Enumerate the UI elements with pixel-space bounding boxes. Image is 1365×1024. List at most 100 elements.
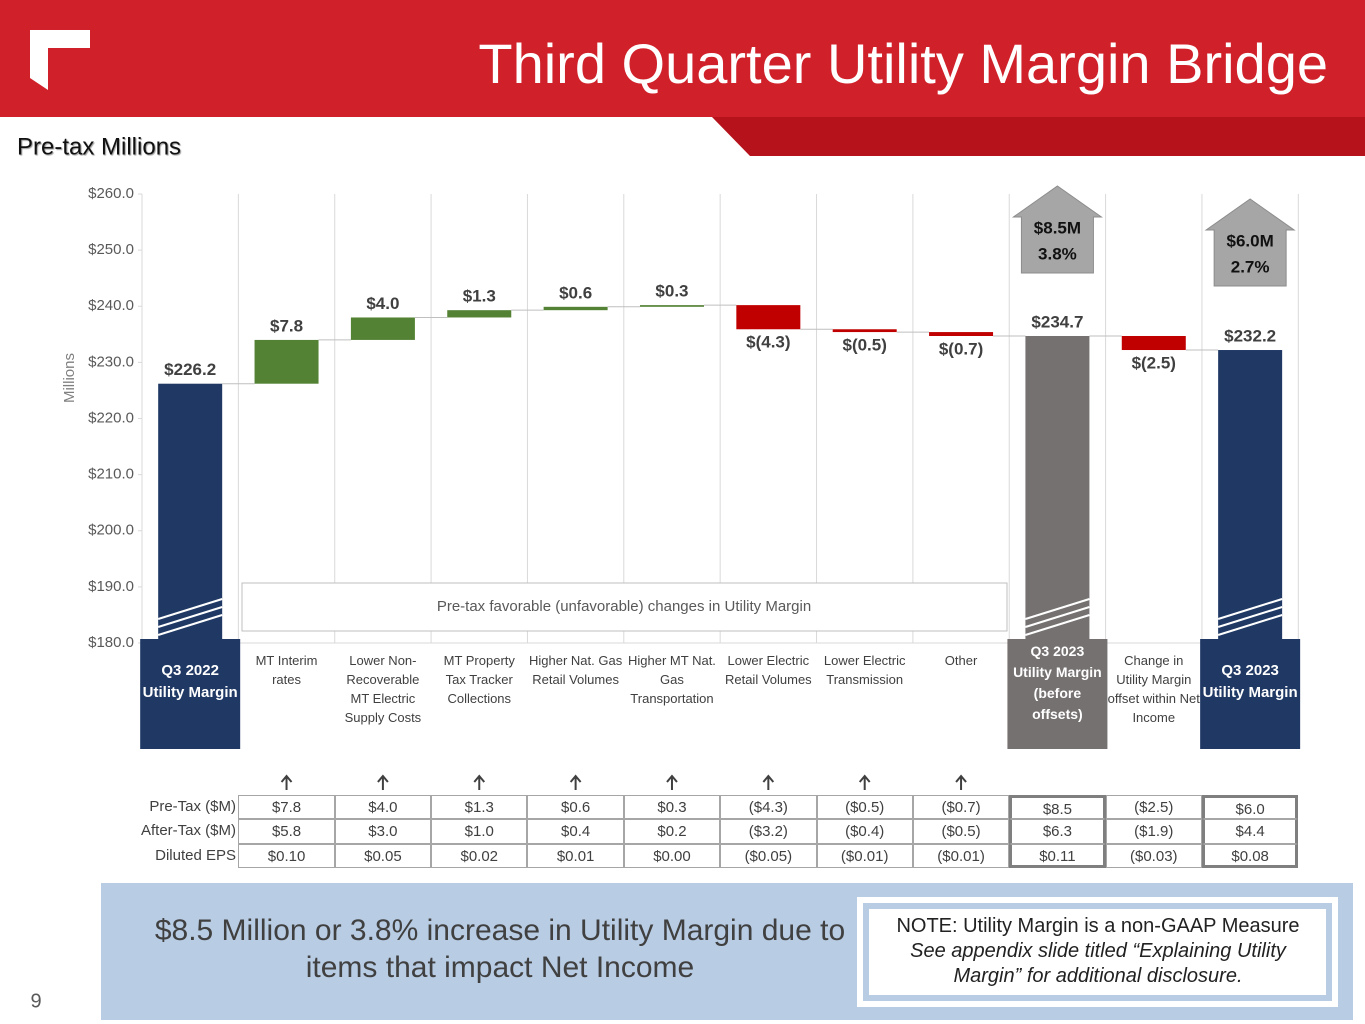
data-label: $(4.3) — [746, 333, 790, 352]
up-arrow — [377, 774, 389, 790]
slide-title: Third Quarter Utility Margin Bridge — [478, 32, 1328, 95]
table-cell: $1.3 — [431, 795, 528, 820]
table-cell: ($1.9) — [1105, 819, 1202, 844]
note: NOTE: Utility Margin is a non-GAAP Measu… — [870, 914, 1326, 989]
up-arrow — [569, 774, 582, 790]
table-cell: ($0.01) — [816, 843, 913, 868]
table-cell: $0.01 — [527, 843, 624, 868]
bar — [543, 306, 608, 311]
table-cell: $6.3 — [1009, 819, 1106, 844]
data-label: $232.2 — [1224, 327, 1276, 346]
table-cell: $0.05 — [334, 843, 432, 868]
logo — [30, 30, 90, 90]
bar — [929, 332, 994, 336]
category-box — [1007, 639, 1108, 749]
data-label: $226.2 — [164, 360, 216, 379]
bar — [639, 305, 704, 307]
x-tick-label: MT Property Tax Tracker Collections — [443, 653, 515, 706]
header-stripe — [712, 117, 1365, 156]
up-arrow — [858, 774, 871, 790]
callout-text: $8.5M — [1034, 218, 1081, 237]
bar — [832, 329, 897, 333]
table-cell: $6.0 — [1201, 795, 1299, 820]
y-tick-label: $200.0 — [88, 522, 134, 539]
table-cell: $0.2 — [623, 819, 721, 844]
table-cell: ($0.4) — [816, 819, 913, 844]
table-cell: $7.8 — [238, 795, 335, 820]
table-cell: $5.8 — [238, 819, 335, 844]
table-cell: ($0.7) — [912, 795, 1010, 820]
summary-text: $8.5 Million or 3.8% increase in Utility… — [154, 914, 846, 984]
annotation: Pre-tax favorable (unfavorable) changes … — [437, 598, 811, 615]
table-cell: $0.10 — [238, 843, 335, 868]
header-bar — [0, 0, 1365, 117]
y-tick-label: $220.0 — [88, 409, 134, 426]
up-arrow — [473, 774, 486, 790]
axis-break — [157, 614, 223, 636]
table-cell: $0.08 — [1201, 843, 1299, 868]
x-tick-label: Change in Utility Margin offset within N… — [1107, 653, 1200, 725]
x-tick-label: Lower Electric Transmission — [823, 653, 906, 687]
table-cell: $0.3 — [623, 795, 721, 820]
x-tick-label: Higher Nat. Gas Retail Volumes — [529, 653, 623, 687]
axis-break — [157, 598, 223, 620]
x-tick-label: Higher MT Nat. Gas Transportation — [628, 653, 716, 706]
table-cell: ($4.3) — [720, 795, 817, 820]
axis-break — [1025, 606, 1090, 628]
axis-break — [1217, 598, 1283, 620]
data-label: $4.0 — [366, 294, 399, 313]
axis-break — [1217, 606, 1283, 628]
callout-arrow — [1204, 198, 1296, 287]
row-label: Pre-Tax ($M) — [149, 798, 236, 815]
callout-sub: 3.8% — [1038, 244, 1077, 263]
bar — [1025, 335, 1090, 643]
table-cell: $1.0 — [431, 819, 528, 844]
callout-text: $6.0M — [1227, 231, 1274, 250]
note-detail: See appendix slide titled “Explaining Ut… — [910, 940, 1286, 987]
bar — [736, 305, 801, 330]
bar — [447, 310, 512, 318]
table-cell: $0.6 — [527, 795, 624, 820]
category-box — [1200, 639, 1301, 749]
data-label: $(2.5) — [1132, 354, 1176, 373]
table-cell: ($0.5) — [816, 795, 913, 820]
table-cell: $3.0 — [334, 819, 432, 844]
x-tick-label: Other — [944, 653, 978, 668]
table-cell: ($0.03) — [1105, 843, 1202, 868]
bar — [1121, 335, 1186, 351]
y-axis-label: Millions — [61, 353, 78, 403]
bar — [350, 317, 415, 340]
table-cell: $0.4 — [527, 819, 624, 844]
row-label: After-Tax ($M) — [140, 822, 236, 840]
bar — [1218, 350, 1283, 643]
callout-sub: 2.7% — [1231, 257, 1270, 276]
row-label: Diluted EPS — [155, 846, 236, 864]
data-label: $(0.5) — [842, 336, 886, 355]
table-cell: $0.02 — [431, 843, 528, 868]
data-label: $0.6 — [559, 283, 592, 302]
table-cell: $0.00 — [623, 843, 721, 868]
bar — [158, 383, 223, 643]
y-tick-label: $210.0 — [88, 466, 134, 483]
x-tick-label: Q3 2023 Utility Margin — [1202, 662, 1298, 701]
page-number: 9 — [30, 990, 41, 1012]
up-arrow — [280, 774, 293, 790]
category-box — [140, 639, 241, 749]
table-cell: $4.4 — [1201, 819, 1299, 844]
table-cell: ($0.01) — [912, 843, 1010, 868]
axis-break — [1025, 614, 1090, 636]
data-label: $0.3 — [655, 282, 688, 301]
table-cell: ($3.2) — [720, 819, 817, 844]
table-cell: $0.11 — [1009, 843, 1106, 868]
table-cell: ($0.05) — [720, 843, 817, 868]
y-tick-label: $250.0 — [88, 241, 134, 258]
table-cell: ($0.5) — [912, 819, 1010, 844]
up-arrow — [666, 774, 678, 790]
data-label: $1.3 — [463, 287, 496, 306]
axis-break — [1217, 614, 1283, 636]
x-tick-label: MT Interim rates — [255, 653, 318, 687]
up-arrow — [955, 774, 967, 790]
up-arrow — [762, 774, 775, 790]
